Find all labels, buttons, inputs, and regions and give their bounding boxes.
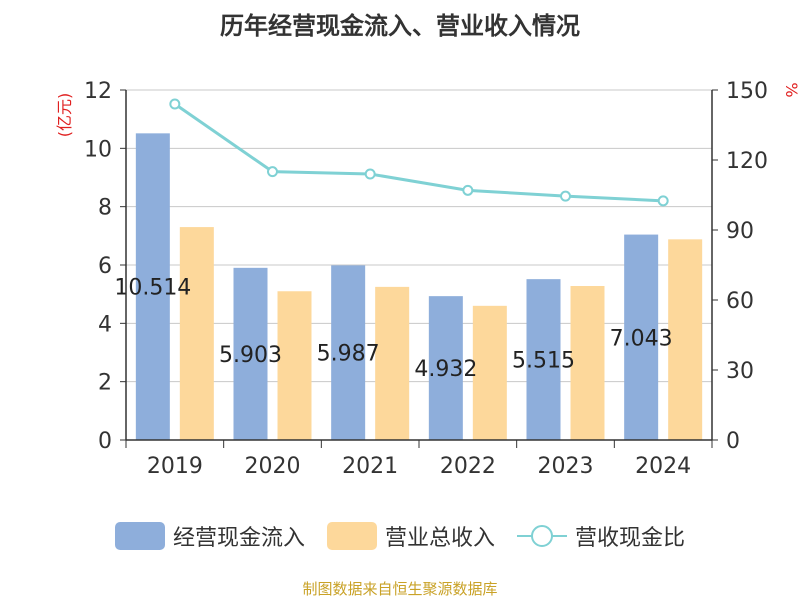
data-label-cash-inflow: 7.043	[610, 326, 673, 351]
y-right-tick-label: 30	[726, 359, 754, 384]
data-label-cash-inflow: 5.515	[512, 349, 575, 374]
bar-cash-inflow	[331, 265, 366, 440]
y-left-tick-label: 2	[98, 371, 112, 396]
legend: 经营现金流入 营业总收入 营收现金比	[0, 516, 800, 556]
bar-revenue	[668, 239, 703, 440]
x-tick-label: 2022	[440, 454, 496, 479]
y-left-axis-label: (亿元)	[55, 93, 74, 138]
line-ratio	[173, 102, 664, 203]
legend-swatch-revenue	[326, 522, 377, 550]
data-label-cash-inflow: 10.514	[114, 276, 191, 301]
bar-cash-inflow	[526, 279, 561, 440]
legend-label-cash-inflow: 经营现金流入	[172, 526, 305, 551]
bar-cash-inflow	[233, 267, 268, 440]
y-left-tick-label: 8	[98, 196, 112, 221]
y-right-tick-label: 0	[726, 429, 740, 454]
y-left-tick-label: 10	[84, 137, 112, 162]
point-ratio	[364, 168, 376, 180]
data-label-cash-inflow: 5.987	[317, 342, 380, 367]
bar-cash-inflow	[135, 133, 170, 440]
data-label-cash-inflow: 4.932	[414, 357, 477, 382]
bar-revenue	[375, 286, 410, 440]
legend-label-ratio: 营收现金比	[575, 526, 686, 551]
x-tick-label: 2021	[342, 454, 398, 479]
point-ratio	[560, 190, 571, 202]
bar-revenue	[570, 286, 605, 440]
legend-swatch-ratio	[517, 522, 567, 550]
chart-title: 历年经营现金流入、营业收入情况	[220, 12, 580, 40]
source-note: 制图数据来自恒生聚源数据库	[302, 580, 498, 598]
x-tick-label: 2024	[635, 454, 691, 479]
y-left-tick-label: 6	[98, 254, 112, 279]
x-tick-label: 2023	[538, 454, 594, 479]
point-ratio	[267, 166, 278, 178]
y-right-tick-label: 60	[726, 289, 754, 314]
bar-revenue	[472, 305, 507, 440]
bar-cash-inflow	[624, 234, 659, 440]
data-labels-layer: 10.514 5.903 5.987 4.932 5.515 7.043	[114, 276, 672, 382]
y-left-tick-label: 0	[98, 429, 112, 454]
grid-layer	[126, 89, 712, 383]
bars-layer	[135, 133, 703, 440]
x-tick-label: 2019	[147, 454, 203, 479]
x-tick-label: 2020	[245, 454, 301, 479]
y-left-tick-label: 4	[98, 312, 112, 337]
legend-item-cash-inflow[interactable]: 经营现金流入	[114, 520, 305, 552]
y-left-tick-label: 12	[84, 79, 112, 104]
y-right-tick-label: 90	[726, 219, 754, 244]
y-right-axis-label: %	[782, 82, 800, 97]
bar-revenue	[179, 227, 214, 440]
line-layer	[169, 98, 669, 207]
point-ratio	[657, 195, 669, 207]
legend-item-ratio[interactable]: 营收现金比	[517, 520, 685, 552]
point-ratio	[462, 184, 474, 196]
bar-revenue	[277, 291, 312, 440]
point-ratio	[169, 98, 181, 110]
data-label-cash-inflow: 5.903	[219, 343, 282, 368]
bar-cash-inflow	[428, 296, 463, 440]
legend-label-revenue: 营业总收入	[384, 526, 495, 551]
legend-item-revenue[interactable]: 营业总收入	[326, 520, 495, 552]
legend-swatch-cash-inflow	[114, 522, 165, 550]
y-right-tick-label: 120	[726, 149, 768, 174]
y-right-tick-label: 150	[726, 79, 768, 104]
